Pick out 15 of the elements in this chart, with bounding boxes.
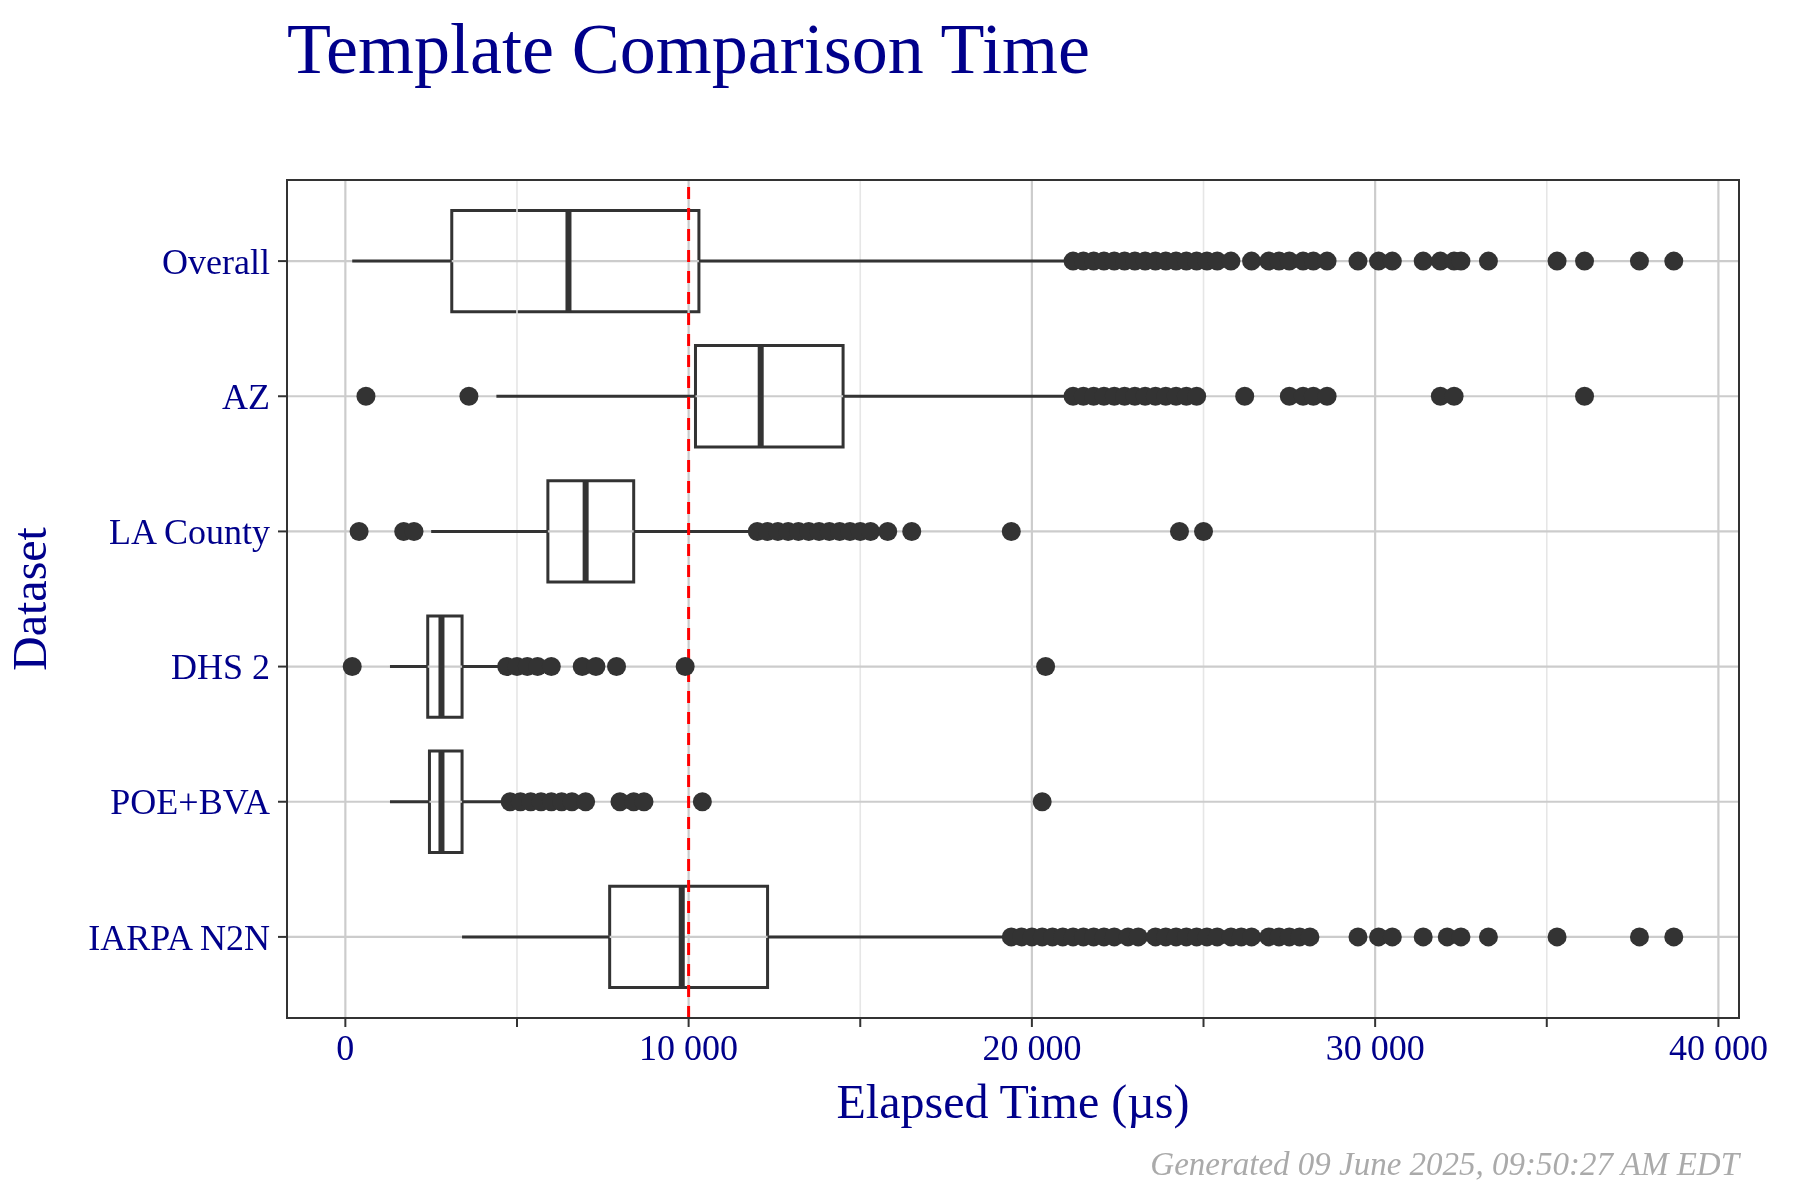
- y-tick-label: AZ: [222, 376, 270, 417]
- y-tick-label: IARPA N2N: [88, 917, 270, 958]
- x-tick-label: 20 000: [982, 1028, 1082, 1068]
- y-tick-label: LA County: [108, 512, 270, 553]
- y-axis-title: Dataset: [2, 527, 56, 671]
- y-tick-label: Overall: [162, 241, 270, 282]
- chart-title: Template Comparison Time: [287, 9, 1090, 89]
- x-axis-title: Elapsed Time (µs): [836, 1075, 1190, 1128]
- y-tick-label: DHS 2: [170, 647, 270, 688]
- x-tick-label: 40 000: [1668, 1028, 1768, 1068]
- text: Generated 09 June 2025, 09:50:27 AM EDT: [1150, 1146, 1739, 1182]
- x-tick-label: 0: [336, 1028, 355, 1068]
- x-tick-label: 10 000: [639, 1028, 739, 1068]
- x-tick-label: 30 000: [1325, 1028, 1425, 1068]
- y-tick-label: POE+BVA: [110, 782, 270, 823]
